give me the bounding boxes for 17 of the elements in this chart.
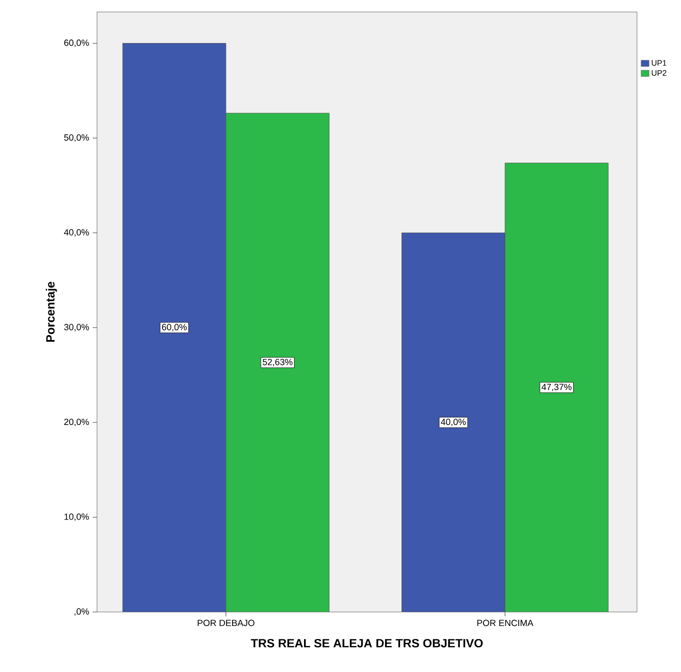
data-label: 52,63% <box>262 358 292 366</box>
y-tick-label: 10,0% <box>64 513 89 521</box>
y-tick-label: 40,0% <box>64 229 89 237</box>
y-tick-label: 30,0% <box>64 324 89 332</box>
y-tick-label: ,0% <box>74 608 89 616</box>
x-tick-label: POR ENCIMA <box>477 620 534 626</box>
data-label: 60,0% <box>162 324 187 332</box>
data-label: 40,0% <box>440 418 466 426</box>
bar <box>226 112 330 612</box>
x-tick-label: POR DEBAJO <box>198 620 254 626</box>
y-tick-label: 20,0% <box>64 418 89 426</box>
bar <box>504 162 608 612</box>
y-axis-title: Porcentaje <box>46 282 57 342</box>
data-label: 47,37% <box>542 384 572 392</box>
y-tick-label: 60,0% <box>64 40 89 47</box>
y-tick-label: 50,0% <box>64 134 89 142</box>
x-axis-title: TRS REAL SE ALEJA DE TRS OBJETIVO <box>250 638 483 648</box>
